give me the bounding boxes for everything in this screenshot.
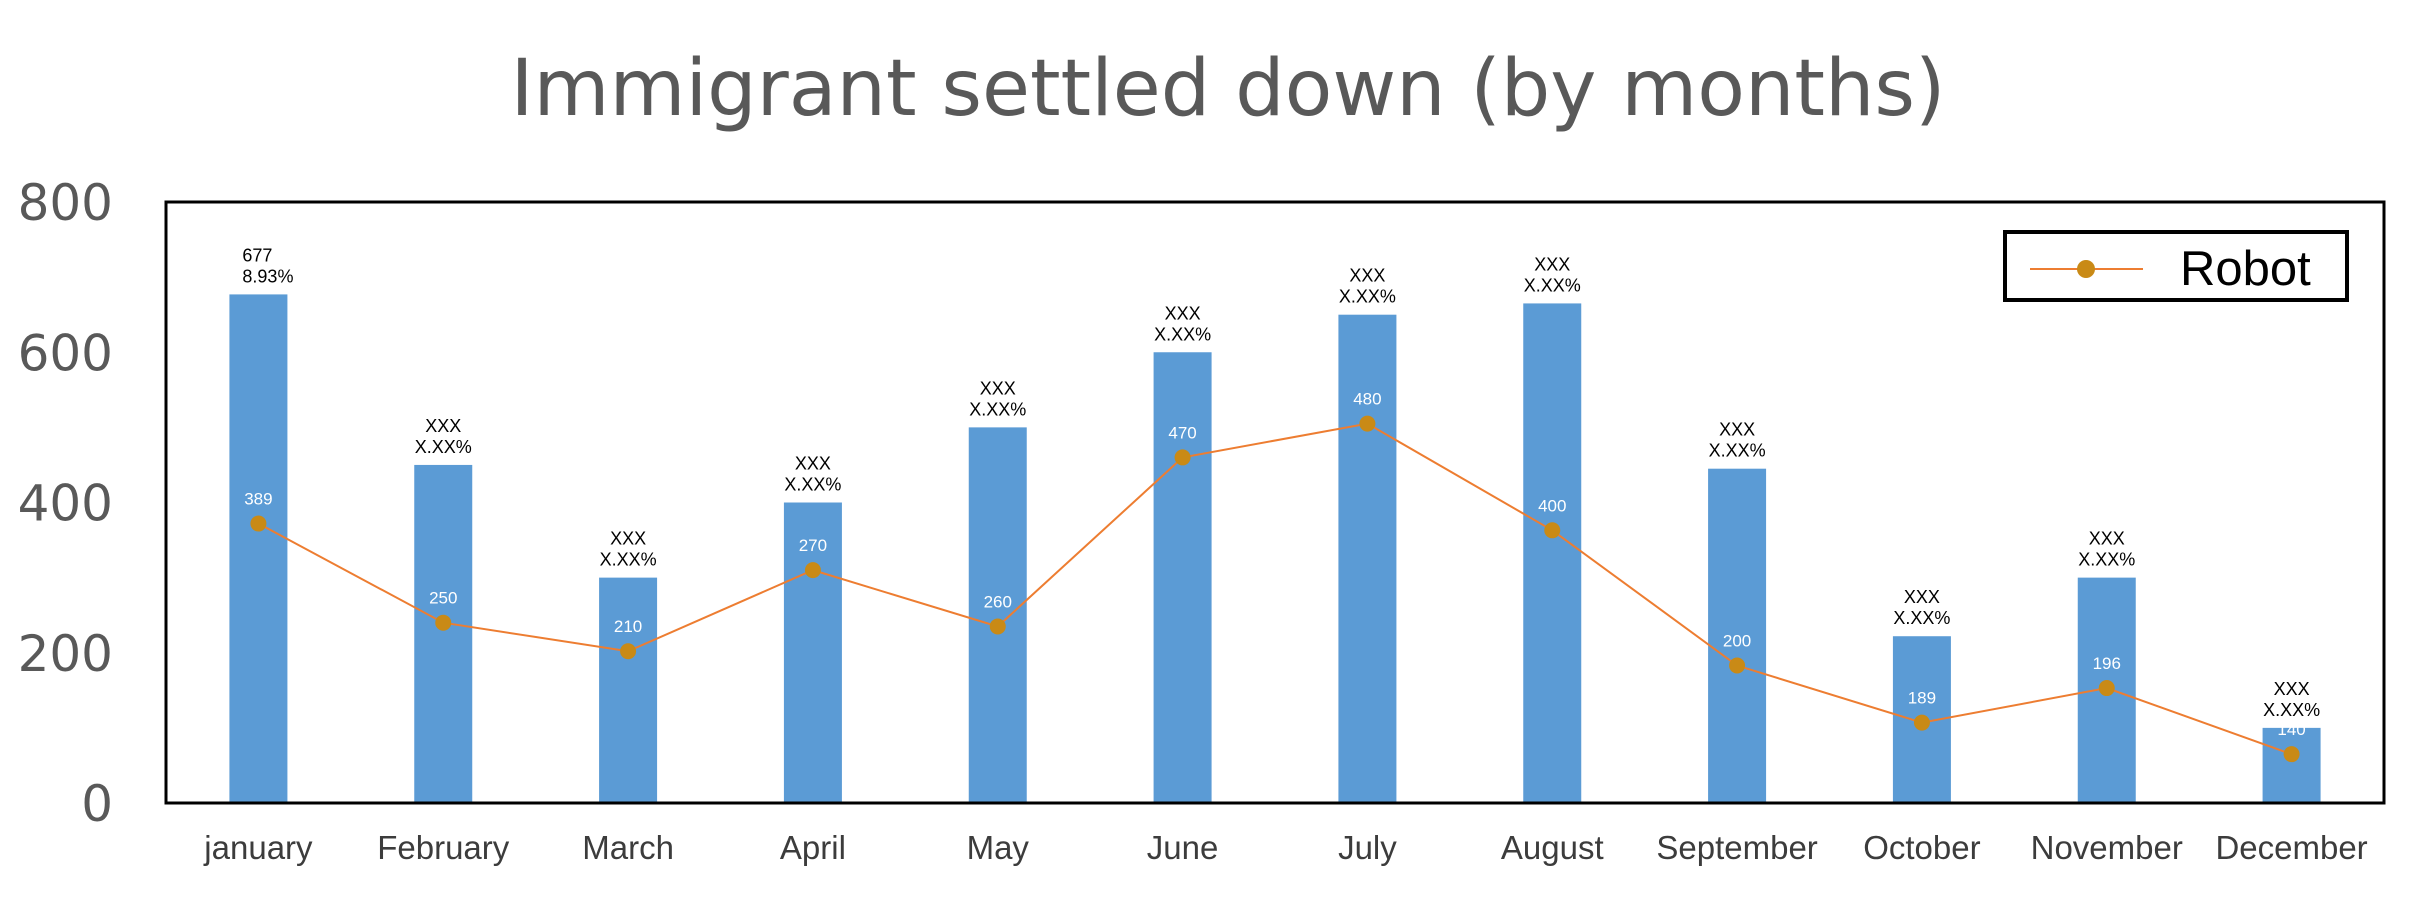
bar bbox=[1708, 468, 1767, 803]
y-axis: 0 200 400 600 800 bbox=[18, 174, 113, 833]
x-axis: january February March April May June July Augu… bbox=[203, 829, 2367, 866]
x-tick-label: September bbox=[1656, 829, 1817, 866]
bar-percent-label: X.XX% bbox=[1709, 441, 1766, 461]
x-tick-label: December bbox=[2215, 829, 2367, 866]
line-point bbox=[2098, 680, 2115, 697]
bar-percent-label: X.XX% bbox=[600, 550, 657, 570]
bar bbox=[599, 577, 658, 803]
bar-value-label: XXX bbox=[980, 378, 1016, 398]
line-value-label: 140 bbox=[2277, 720, 2305, 739]
bar-percent-label: X.XX% bbox=[2263, 700, 2320, 720]
x-tick-label: january bbox=[203, 829, 313, 866]
y-tick-label: 0 bbox=[81, 775, 113, 833]
x-tick-label: June bbox=[1147, 829, 1219, 866]
bar-percent-label: X.XX% bbox=[969, 399, 1026, 419]
bar-value-label: XXX bbox=[1719, 420, 1755, 440]
y-tick-label: 600 bbox=[18, 324, 113, 382]
line-value-label: 389 bbox=[244, 490, 272, 509]
y-tick-label: 800 bbox=[18, 174, 113, 232]
line-value-label: 250 bbox=[429, 589, 457, 608]
bar-value-label: XXX bbox=[1165, 303, 1201, 323]
bar-value-label: XXX bbox=[1534, 254, 1570, 274]
bar-value-label: XXX bbox=[425, 416, 461, 436]
line-data-labels: 389 250 210 270 260 470 480 400 200 189 196 140 bbox=[244, 390, 2306, 740]
chart-title: Immigrant settled down (by months) bbox=[511, 44, 1946, 134]
line-value-label: 189 bbox=[1908, 689, 1936, 708]
bar-percent-label: X.XX% bbox=[1154, 324, 1211, 344]
bar-percent-label: 8.93% bbox=[242, 266, 293, 286]
bar-value-label: XXX bbox=[2089, 529, 2125, 549]
line-point bbox=[1729, 657, 1746, 674]
x-tick-label: October bbox=[1863, 829, 1980, 866]
line-value-label: 200 bbox=[1723, 632, 1751, 651]
bar bbox=[1523, 303, 1582, 803]
x-tick-label: February bbox=[377, 829, 510, 866]
line-value-label: 196 bbox=[2093, 654, 2121, 673]
line-series-robot bbox=[250, 415, 2300, 763]
x-tick-label: April bbox=[780, 829, 846, 866]
line-value-label: 400 bbox=[1538, 496, 1566, 515]
bar-percent-label: X.XX% bbox=[415, 437, 472, 457]
bar-percent-label: X.XX% bbox=[784, 475, 841, 495]
line-point bbox=[1544, 522, 1561, 539]
line-point bbox=[1913, 714, 1930, 731]
bar-percent-label: X.XX% bbox=[1339, 287, 1396, 307]
x-tick-label: May bbox=[967, 829, 1030, 866]
bar bbox=[1153, 352, 1212, 803]
bar-value-label: XXX bbox=[1349, 266, 1385, 286]
bar-percent-label: X.XX% bbox=[2078, 550, 2135, 570]
bar bbox=[783, 502, 842, 803]
x-tick-label: November bbox=[2031, 829, 2183, 866]
bar-data-labels: 6778.93%XXXX.XX%XXXX.XX%XXXX.XX%XXXX.XX%… bbox=[242, 245, 2320, 719]
legend-box bbox=[2003, 230, 2349, 302]
bar bbox=[968, 427, 1027, 803]
bar-series bbox=[229, 294, 2321, 803]
x-tick-label: July bbox=[1338, 829, 1397, 866]
bar-value-label: XXX bbox=[795, 454, 831, 474]
bar bbox=[414, 464, 473, 803]
line-point bbox=[250, 515, 267, 532]
bar-percent-label: X.XX% bbox=[1524, 275, 1581, 295]
line-value-label: 260 bbox=[984, 592, 1012, 611]
line-path bbox=[257, 422, 2292, 756]
line-point bbox=[989, 618, 1006, 635]
line-value-label: 470 bbox=[1168, 423, 1196, 442]
line-value-label: 480 bbox=[1353, 390, 1381, 409]
line-value-label: 210 bbox=[614, 617, 642, 636]
line-point bbox=[2283, 746, 2300, 763]
bar-value-label: XXX bbox=[610, 529, 646, 549]
plot-area-frame bbox=[164, 200, 2386, 805]
line-point bbox=[620, 643, 637, 660]
y-tick-label: 400 bbox=[18, 475, 113, 533]
bar-value-label: 677 bbox=[242, 245, 272, 265]
bar bbox=[1338, 314, 1397, 803]
bar-value-label: XXX bbox=[2274, 679, 2310, 699]
x-tick-label: August bbox=[1501, 829, 1604, 866]
bar-value-label: XXX bbox=[1904, 587, 1940, 607]
line-point bbox=[1359, 415, 1376, 432]
legend: Robot bbox=[2003, 230, 2349, 302]
legend-label-robot: Robot bbox=[2180, 242, 2311, 296]
legend-marker-icon bbox=[2077, 260, 2095, 278]
y-tick-label: 200 bbox=[18, 625, 113, 683]
x-tick-label: March bbox=[582, 829, 674, 866]
line-point bbox=[1174, 449, 1191, 466]
bar bbox=[2262, 727, 2321, 803]
line-value-label: 270 bbox=[799, 536, 827, 555]
bar bbox=[229, 294, 288, 803]
line-point bbox=[435, 614, 452, 631]
bar-percent-label: X.XX% bbox=[1893, 608, 1950, 628]
line-point bbox=[804, 562, 821, 579]
